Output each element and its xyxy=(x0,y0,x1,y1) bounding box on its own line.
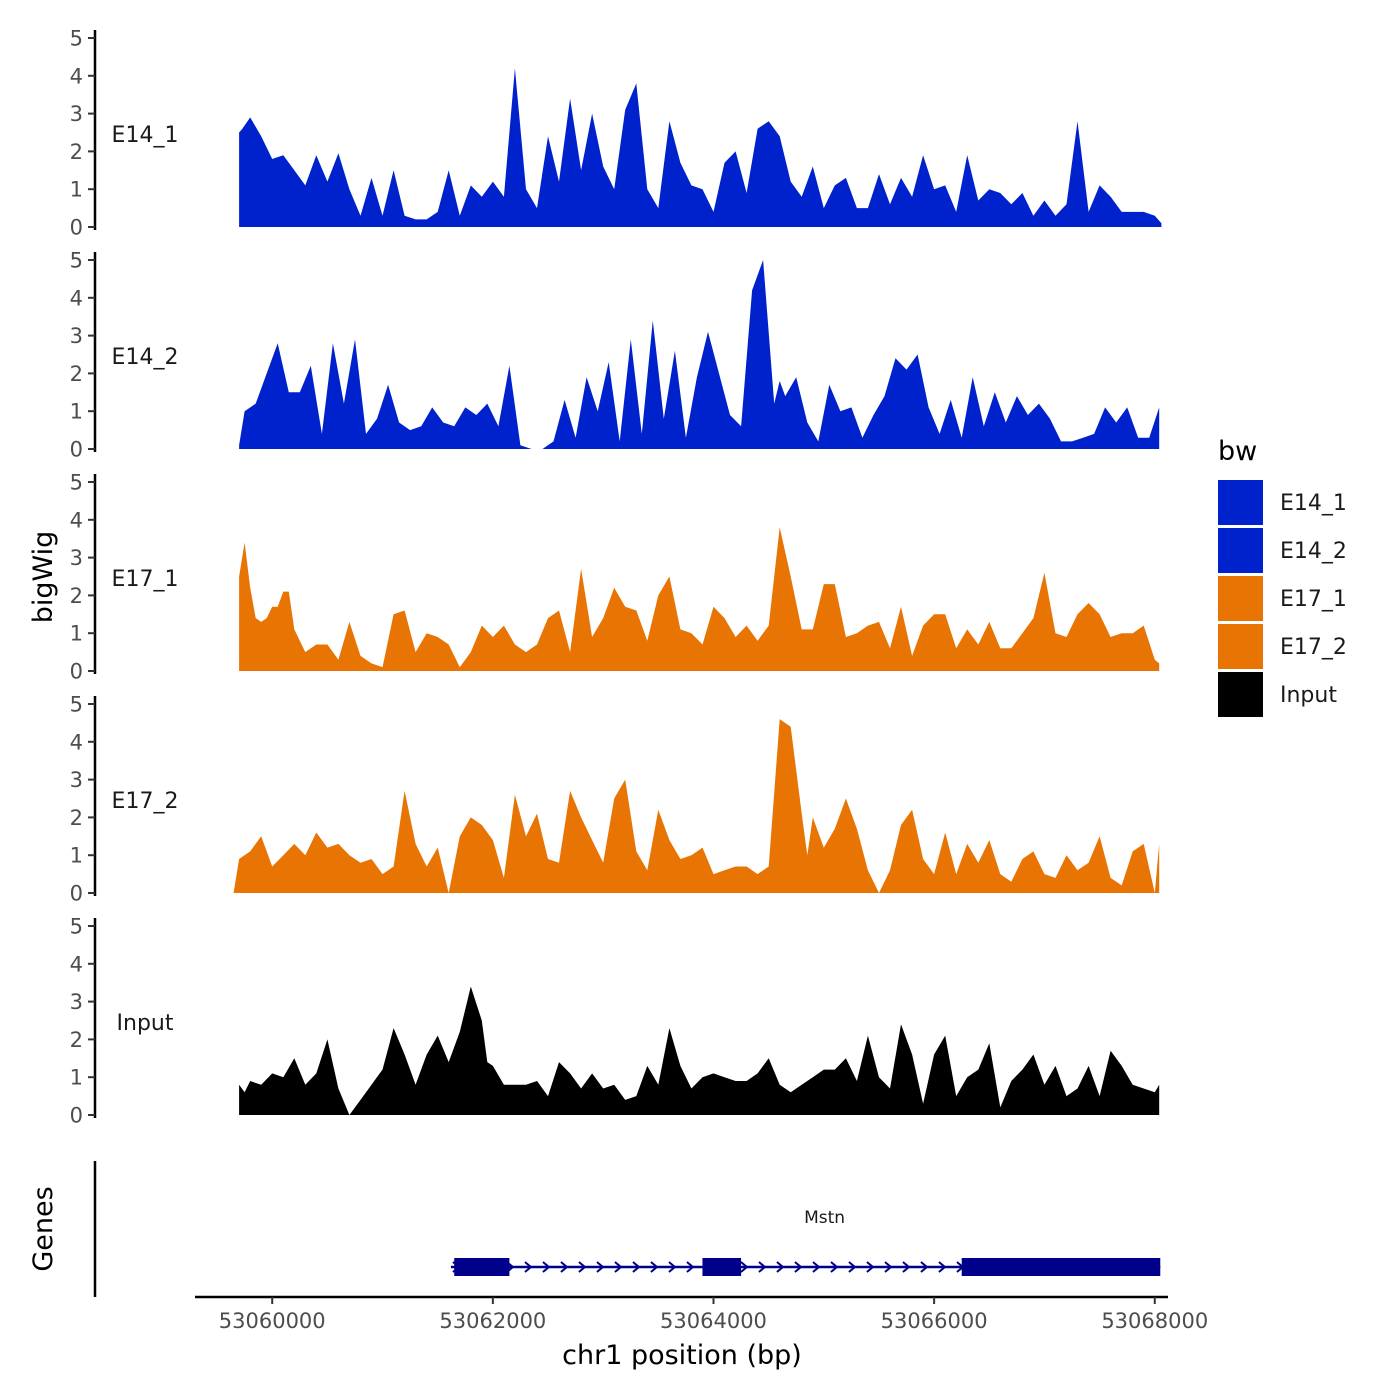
x-tick-label: 53060000 xyxy=(219,1309,326,1333)
y-tick-label: 0 xyxy=(70,1104,83,1128)
gene-track: Mstn xyxy=(93,1161,1161,1297)
x-axis-title: chr1 position (bp) xyxy=(562,1340,802,1371)
y-tick-label: 2 xyxy=(70,584,83,608)
strand-arrow-icon xyxy=(776,1261,785,1273)
strand-arrow-icon xyxy=(920,1261,929,1273)
strand-arrow-icon xyxy=(794,1261,803,1273)
track-e17_2: 0 1 2 3 4 5 E17_2 xyxy=(70,693,1160,906)
gene-name-label: Mstn xyxy=(804,1208,845,1228)
legend-swatch-e17_1 xyxy=(1218,576,1263,621)
y-tick-label: 0 xyxy=(70,216,83,240)
y-tick-label: 2 xyxy=(70,362,83,386)
y-axis-title-bigwig: bigWig xyxy=(28,531,59,624)
track-e17_1: 0 1 2 3 4 5 E17_1 xyxy=(70,471,1160,684)
track-label: Input xyxy=(117,1011,174,1036)
legend-swatch-input xyxy=(1218,672,1263,717)
y-tick-label: 5 xyxy=(70,27,83,51)
y-tick-label: 5 xyxy=(70,249,83,273)
y-tick-label: 3 xyxy=(70,324,83,348)
legend-label-e14_2: E14_2 xyxy=(1280,539,1347,564)
strand-arrow-icon xyxy=(578,1261,587,1273)
y-tick-label: 1 xyxy=(70,400,83,424)
strand-arrow-icon xyxy=(632,1261,641,1273)
legend-swatch-e14_1 xyxy=(1218,480,1263,525)
legend-label-e14_1: E14_1 xyxy=(1280,491,1347,516)
x-tick-label: 53066000 xyxy=(881,1309,988,1333)
strand-arrow-icon xyxy=(614,1261,623,1273)
x-tick-label: 53062000 xyxy=(439,1309,546,1333)
y-tick-label: 2 xyxy=(70,1028,83,1052)
y-tick-label: 0 xyxy=(70,882,83,906)
y-tick-label: 5 xyxy=(70,693,83,717)
y-tick-label: 3 xyxy=(70,546,83,570)
y-tick-label: 4 xyxy=(70,64,83,88)
signal-area-e14_1 xyxy=(239,68,1162,227)
track-label: E17_1 xyxy=(112,567,179,592)
track-label: E17_2 xyxy=(112,789,179,814)
y-tick-label: 4 xyxy=(70,952,83,976)
y-tick-label: 2 xyxy=(70,806,83,830)
strand-arrow-icon xyxy=(740,1261,749,1273)
track-e14_2: 0 1 2 3 4 5 E14_2 xyxy=(70,249,1160,462)
gene-exon xyxy=(454,1258,510,1276)
y-tick-label: 3 xyxy=(70,990,83,1014)
strand-arrow-icon xyxy=(650,1261,659,1273)
legend-label-input: Input xyxy=(1280,683,1337,708)
strand-arrow-icon xyxy=(902,1261,911,1273)
y-tick-label: 5 xyxy=(70,915,83,939)
strand-arrow-icon xyxy=(758,1261,767,1273)
signal-area-e17_1 xyxy=(239,527,1160,671)
strand-arrow-icon xyxy=(686,1261,695,1273)
y-tick-label: 2 xyxy=(70,140,83,164)
y-tick-label: 1 xyxy=(70,1066,83,1090)
signal-area-input xyxy=(239,986,1160,1115)
y-tick-label: 0 xyxy=(70,660,83,684)
strand-arrow-icon xyxy=(884,1261,893,1273)
y-tick-label: 1 xyxy=(70,622,83,646)
y-tick-label: 4 xyxy=(70,508,83,532)
x-axis: 53060000 53062000 53064000 53066000 53068000 xyxy=(195,1295,1208,1333)
strand-arrow-icon xyxy=(668,1261,677,1273)
strand-arrow-icon xyxy=(524,1261,533,1273)
y-tick-label: 5 xyxy=(70,471,83,495)
track-label: E14_2 xyxy=(112,345,179,370)
strand-arrow-icon xyxy=(848,1261,857,1273)
y-tick-label: 4 xyxy=(70,286,83,310)
y-tick-label: 4 xyxy=(70,730,83,754)
legend-label-e17_2: E17_2 xyxy=(1280,635,1347,660)
track-label: E14_1 xyxy=(112,123,179,148)
strand-arrow-icon xyxy=(560,1261,569,1273)
strand-arrow-icon xyxy=(938,1261,947,1273)
legend-swatch-e17_2 xyxy=(1218,624,1263,669)
strand-arrow-icon xyxy=(596,1261,605,1273)
strand-arrow-icon xyxy=(812,1261,821,1273)
bigwig-tracks: 0 1 2 3 4 5 E14_1 0 1 2 3 4 5 E14_2 0 1 2 3 4 5 E17_1 0 1 2 3 4 5 E… xyxy=(70,27,1162,1128)
gene-exon xyxy=(961,1258,1161,1276)
legend-swatch-e14_2 xyxy=(1218,528,1263,573)
strand-arrow-icon xyxy=(542,1261,551,1273)
legend-label-e17_1: E17_1 xyxy=(1280,587,1347,612)
gene-exon xyxy=(702,1258,742,1276)
legend: bw E14_1 E14_2 E17_1 E17_2 Input xyxy=(1218,436,1347,717)
y-tick-label: 0 xyxy=(70,438,83,462)
x-tick-label: 53068000 xyxy=(1101,1309,1208,1333)
signal-area-e14_2 xyxy=(239,260,1160,449)
x-tick-label: 53064000 xyxy=(660,1309,767,1333)
y-tick-label: 3 xyxy=(70,102,83,126)
strand-arrow-icon xyxy=(866,1261,875,1273)
legend-title: bw xyxy=(1218,436,1257,467)
strand-arrow-icon xyxy=(830,1261,839,1273)
track-e14_1: 0 1 2 3 4 5 E14_1 xyxy=(70,27,1162,240)
y-tick-label: 3 xyxy=(70,768,83,792)
track-input: 0 1 2 3 4 5 Input xyxy=(70,915,1160,1128)
signal-area-e17_2 xyxy=(233,719,1160,893)
y-axis-title-genes: Genes xyxy=(28,1186,59,1271)
y-tick-label: 1 xyxy=(70,178,83,202)
y-tick-label: 1 xyxy=(70,844,83,868)
